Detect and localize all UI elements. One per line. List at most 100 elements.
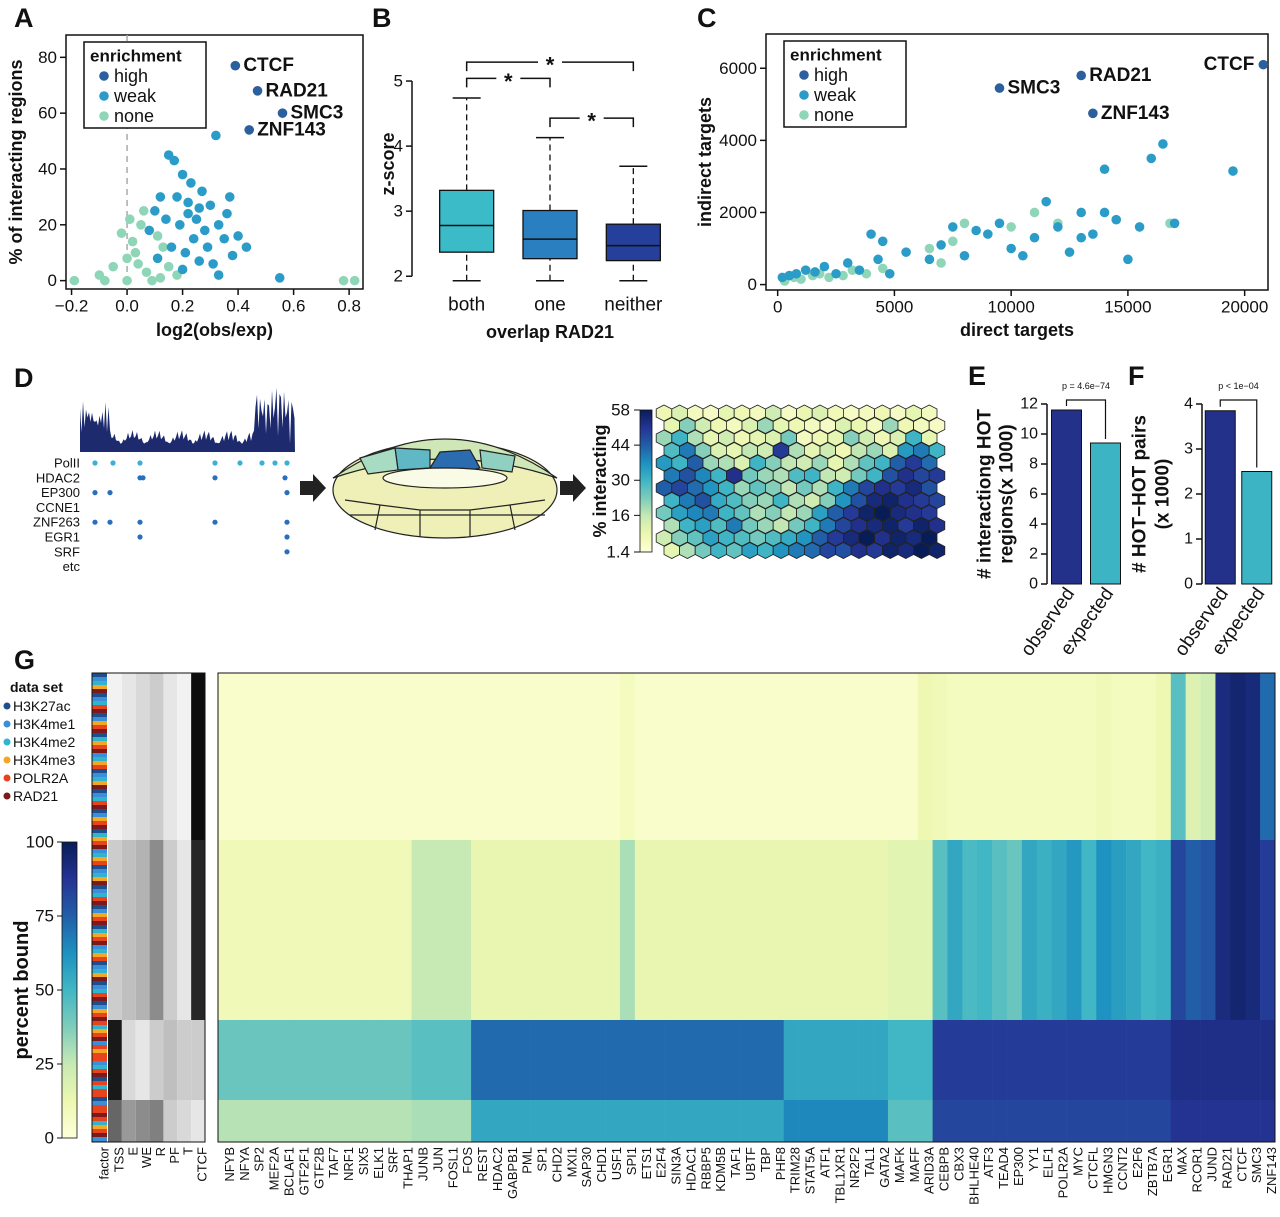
heatmap-cell bbox=[545, 840, 561, 1020]
heatmap-cell bbox=[441, 1100, 457, 1142]
point bbox=[227, 250, 238, 261]
som-cell bbox=[928, 467, 946, 484]
heatmap-cell bbox=[679, 1100, 695, 1142]
panel-label: F bbox=[1128, 361, 1145, 391]
reference-cell bbox=[191, 1100, 205, 1142]
heatmap-cell bbox=[664, 673, 680, 840]
heatmap-cell bbox=[1170, 1100, 1186, 1142]
track-label: SRF bbox=[54, 544, 80, 559]
factor-stripe bbox=[92, 749, 107, 753]
heatmap-cell bbox=[1245, 1100, 1261, 1142]
point bbox=[877, 263, 888, 274]
heatmap-cell bbox=[619, 1020, 636, 1100]
x-tick-label: −0.2 bbox=[55, 297, 89, 316]
point bbox=[1099, 164, 1110, 175]
reference-cell bbox=[121, 840, 136, 1020]
reference-cell bbox=[149, 1100, 164, 1142]
y-tick-label: 2 bbox=[1184, 486, 1193, 503]
point bbox=[161, 214, 171, 225]
factor-stripe bbox=[92, 981, 107, 985]
legend-label: weak bbox=[813, 85, 857, 105]
heatmap-cell bbox=[307, 1020, 323, 1100]
column-label: KDM5B bbox=[713, 1147, 728, 1192]
factor-stripe bbox=[92, 1025, 107, 1029]
heatmap-cell bbox=[575, 1020, 591, 1100]
column-label: CHD2 bbox=[549, 1147, 564, 1182]
heatmap-cell bbox=[664, 840, 680, 1020]
som-cell bbox=[928, 542, 946, 559]
heatmap-cell bbox=[768, 840, 785, 1020]
column-label: ELK1 bbox=[371, 1147, 386, 1179]
heatmap-cell bbox=[1200, 1100, 1216, 1142]
legend-label: H3K4me3 bbox=[13, 752, 75, 768]
factor-stripe bbox=[92, 909, 107, 913]
point bbox=[959, 218, 970, 229]
reference-cell bbox=[191, 1020, 205, 1100]
heatmap-cell bbox=[873, 840, 889, 1020]
point bbox=[138, 206, 149, 216]
factor-stripe bbox=[92, 805, 107, 809]
factor-stripe bbox=[92, 729, 107, 733]
y-axis-label: regions(x 1000) bbox=[997, 424, 1018, 563]
column-label: USF1 bbox=[609, 1147, 624, 1180]
factor-stripe bbox=[92, 1037, 107, 1041]
point bbox=[924, 243, 935, 254]
heatmap-cell bbox=[307, 673, 323, 840]
y-axis-label: % of interacting regions bbox=[6, 59, 26, 264]
heatmap-cell bbox=[992, 1020, 1008, 1100]
point bbox=[136, 220, 146, 230]
factor-stripe bbox=[92, 1065, 107, 1069]
reference-cell bbox=[108, 1100, 122, 1142]
heatmap-cell bbox=[322, 1020, 338, 1100]
som-cell bbox=[726, 542, 743, 559]
legend-title: enrichment bbox=[90, 47, 182, 66]
point-label: RAD21 bbox=[266, 80, 329, 101]
column-label: CTCF bbox=[195, 1147, 210, 1182]
point bbox=[233, 231, 243, 241]
factor-stripe bbox=[92, 1117, 107, 1121]
bar bbox=[1241, 471, 1273, 585]
point bbox=[877, 236, 888, 247]
x-tick-label: 0.8 bbox=[337, 297, 361, 316]
factor-stripe bbox=[92, 853, 107, 857]
track-dot bbox=[137, 519, 143, 525]
signal bbox=[80, 387, 295, 452]
reference-cell bbox=[121, 1020, 136, 1100]
heatmap-cell bbox=[471, 673, 487, 840]
column-label: SIN3A bbox=[669, 1147, 684, 1185]
heatmap-cell bbox=[441, 673, 457, 840]
annotation: p = 4.6e−74 bbox=[1062, 381, 1110, 391]
heatmap-frame bbox=[217, 672, 1276, 1143]
heatmap-cell bbox=[441, 1020, 457, 1100]
column-label: YY1 bbox=[1026, 1147, 1041, 1172]
heatmap-cell bbox=[1081, 840, 1097, 1020]
factor-stripe bbox=[92, 889, 107, 893]
heatmap-cell bbox=[1126, 1020, 1142, 1100]
point bbox=[1123, 254, 1133, 265]
legend-swatch bbox=[799, 110, 809, 120]
heatmap-cell bbox=[858, 673, 874, 840]
column-label: ATF3 bbox=[981, 1147, 996, 1178]
y-tick-label: 3 bbox=[1184, 441, 1193, 458]
som-cell bbox=[804, 542, 821, 559]
column-label: TBP bbox=[758, 1147, 773, 1172]
heatmap-cell bbox=[753, 1020, 770, 1100]
column-label: JUNB bbox=[415, 1147, 430, 1181]
y-axis-label: z-score bbox=[378, 132, 398, 195]
heatmap-cell bbox=[1066, 1020, 1082, 1100]
colorbar bbox=[639, 409, 653, 553]
point bbox=[186, 178, 196, 188]
column-label: SP2 bbox=[252, 1147, 267, 1172]
arrow bbox=[300, 474, 326, 502]
heatmap-cell bbox=[605, 1100, 621, 1142]
track-dot bbox=[284, 534, 290, 540]
heatmap-cell bbox=[783, 1020, 799, 1100]
point bbox=[133, 259, 143, 269]
heatmap-cell bbox=[947, 1100, 963, 1142]
heatmap-cell bbox=[500, 1020, 517, 1100]
som-cell bbox=[928, 517, 946, 534]
legend-box bbox=[83, 41, 207, 129]
point bbox=[69, 275, 80, 286]
